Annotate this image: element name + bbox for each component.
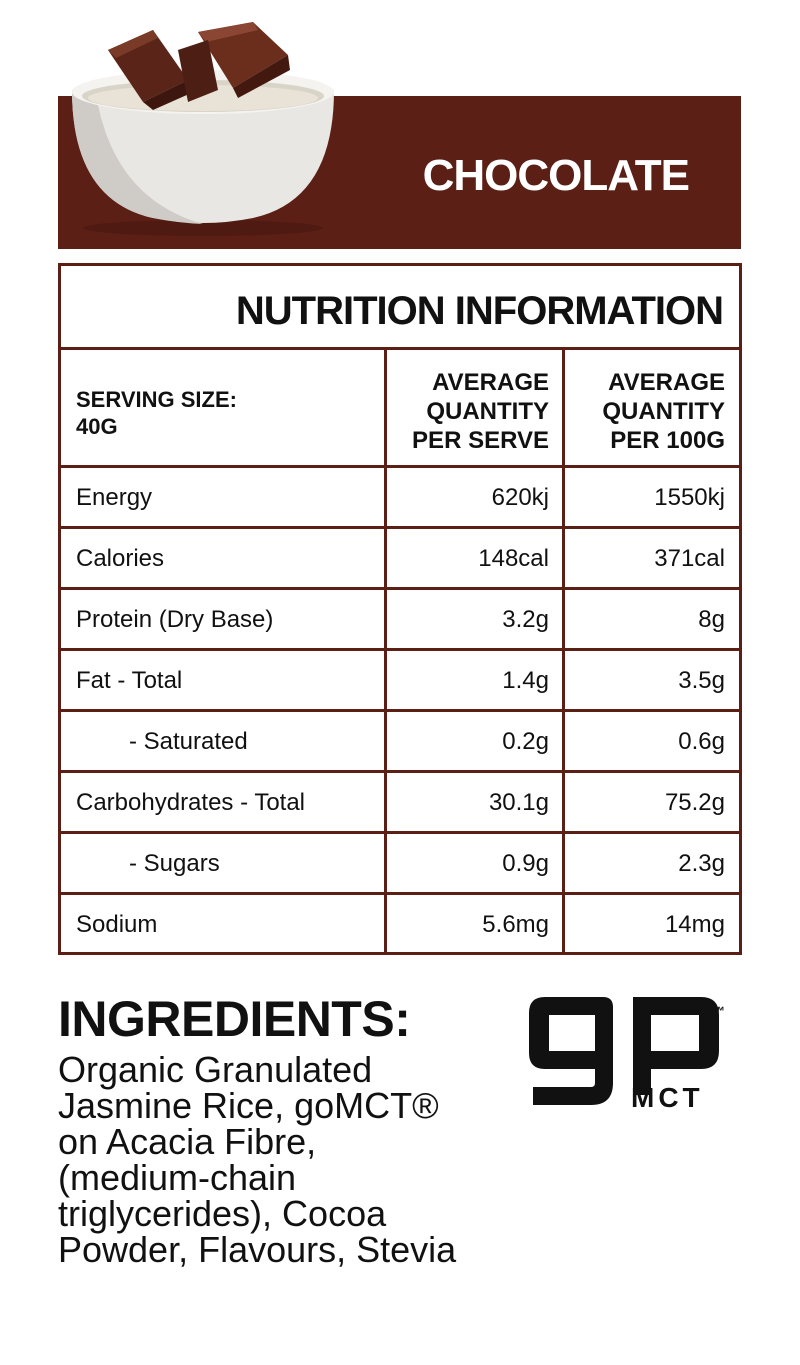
serving-size-label: SERVING SIZE: 40G (76, 387, 237, 439)
nutrition-table: NUTRITION INFORMATION SERVING SIZE: 40G … (58, 263, 742, 955)
nutrient-name: Fat - Total (76, 667, 183, 694)
table-row: Protein (Dry Base) 3.2g 8g (61, 590, 739, 651)
nutrient-name: - Saturated (129, 728, 248, 755)
table-row: - Saturated 0.2g 0.6g (61, 712, 739, 773)
logo-sub-text: MCT (631, 1082, 704, 1113)
table-row: Carbohydrates - Total 30.1g 75.2g (61, 773, 739, 834)
per-100g-value: 8g (698, 606, 725, 633)
ingredients-heading: INGREDIENTS: (58, 991, 411, 1047)
table-row: Calories 148cal 371cal (61, 529, 739, 590)
column-divider (384, 350, 387, 952)
nutrient-name: Carbohydrates - Total (76, 789, 306, 816)
per-100g-header: AVERAGE QUANTITY PER 100G (602, 369, 725, 454)
table-row: Sodium 5.6mg 14mg (61, 895, 739, 956)
flavour-title: CHOCOLATE (422, 151, 690, 200)
per-100g-value: 1550kj (654, 484, 725, 511)
nutrient-name: - Sugars (129, 850, 220, 877)
per-serve-value: 148cal (478, 545, 549, 572)
table-header-row: SERVING SIZE: 40G AVERAGE QUANTITY PER S… (61, 350, 739, 468)
ingredients-text: Organic Granulated Jasmine Rice, goMCT® … (58, 1049, 457, 1270)
nutrient-name: Protein (Dry Base) (76, 606, 274, 633)
per-serve-header: AVERAGE QUANTITY PER SERVE (412, 369, 549, 454)
gomct-logo: ™ MCT (529, 997, 725, 1113)
table-row: Fat - Total 1.4g 3.5g (61, 651, 739, 712)
table-row: - Sugars 0.9g 2.3g (61, 834, 739, 895)
per-100g-value: 371cal (654, 545, 725, 572)
chocolate-pieces (108, 22, 290, 110)
nutrient-name: Sodium (76, 911, 158, 938)
per-serve-value: 5.6mg (482, 911, 549, 938)
per-100g-value: 75.2g (664, 789, 725, 816)
table-row: Energy 620kj 1550kj (61, 468, 739, 529)
per-serve-value: 3.2g (502, 606, 549, 633)
chocolate-bowl-image (72, 22, 334, 236)
per-serve-value: 30.1g (488, 789, 549, 816)
per-serve-value: 1.4g (502, 667, 549, 694)
trademark-text: ™ (713, 1004, 725, 1018)
per-serve-value: 0.2g (502, 728, 549, 755)
per-100g-value: 14mg (664, 911, 725, 938)
per-serve-value: 620kj (491, 484, 549, 511)
per-100g-value: 3.5g (678, 667, 725, 694)
per-100g-value: 0.6g (678, 728, 725, 755)
nutrition-title: NUTRITION INFORMATION (61, 266, 739, 350)
column-divider (562, 350, 565, 952)
per-100g-value: 2.3g (678, 850, 725, 877)
nutrient-name: Energy (76, 484, 153, 511)
per-serve-value: 0.9g (502, 850, 549, 877)
nutrient-name: Calories (76, 545, 165, 572)
